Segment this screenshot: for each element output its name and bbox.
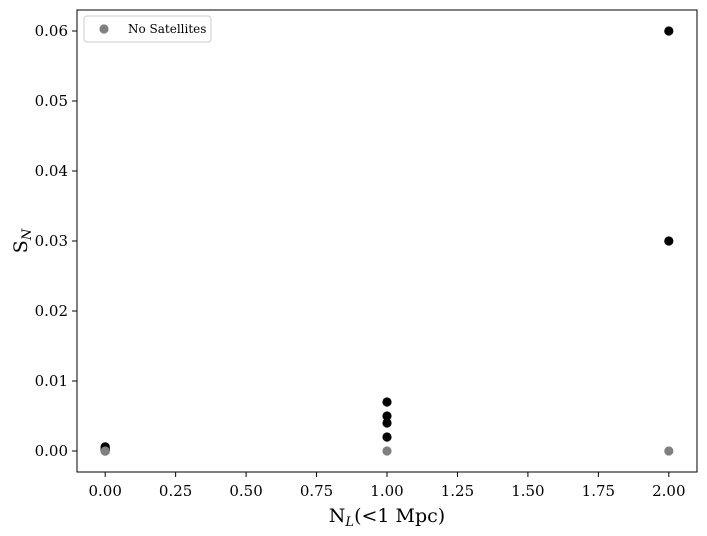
x-tick-label: 0.50 bbox=[229, 482, 262, 500]
data-point bbox=[382, 446, 392, 456]
x-axis-label: NL(<1 Mpc) bbox=[329, 505, 445, 530]
x-tick-label: 0.25 bbox=[159, 482, 192, 500]
data-point bbox=[664, 236, 674, 246]
y-tick-label: 0.02 bbox=[35, 302, 68, 320]
y-tick-label: 0.00 bbox=[35, 442, 68, 460]
legend-label: No Satellites bbox=[128, 22, 206, 36]
x-axis: 0.00 0.25 0.50 0.75 1.00 1.25 1.50 1.75 2.00 bbox=[88, 472, 686, 500]
data-point bbox=[664, 446, 674, 456]
x-tick-label: 1.50 bbox=[511, 482, 544, 500]
y-axis-label: SN bbox=[10, 228, 35, 253]
data-point bbox=[382, 432, 392, 442]
x-tick-label: 1.25 bbox=[441, 482, 474, 500]
y-tick-label: 0.01 bbox=[35, 372, 68, 390]
x-tick-label: 0.75 bbox=[300, 482, 333, 500]
plot-area bbox=[100, 26, 674, 456]
legend: No Satellites bbox=[83, 15, 212, 43]
y-tick-label: 0.05 bbox=[35, 92, 68, 110]
data-point bbox=[382, 411, 392, 421]
x-tick-label: 1.00 bbox=[370, 482, 403, 500]
data-point bbox=[382, 397, 392, 407]
x-tick-label: 0.00 bbox=[88, 482, 121, 500]
data-point bbox=[382, 418, 392, 428]
legend-marker bbox=[99, 24, 109, 34]
y-tick-label: 0.03 bbox=[35, 232, 68, 250]
y-axis: 0.00 0.01 0.02 0.03 0.04 0.05 0.06 bbox=[35, 22, 77, 460]
x-tick-label: 2.00 bbox=[652, 482, 685, 500]
data-point bbox=[664, 26, 674, 36]
y-tick-label: 0.06 bbox=[35, 22, 68, 40]
x-tick-label: 1.75 bbox=[582, 482, 615, 500]
legend-box bbox=[83, 15, 212, 43]
y-tick-label: 0.04 bbox=[35, 162, 68, 180]
data-point bbox=[100, 446, 110, 456]
